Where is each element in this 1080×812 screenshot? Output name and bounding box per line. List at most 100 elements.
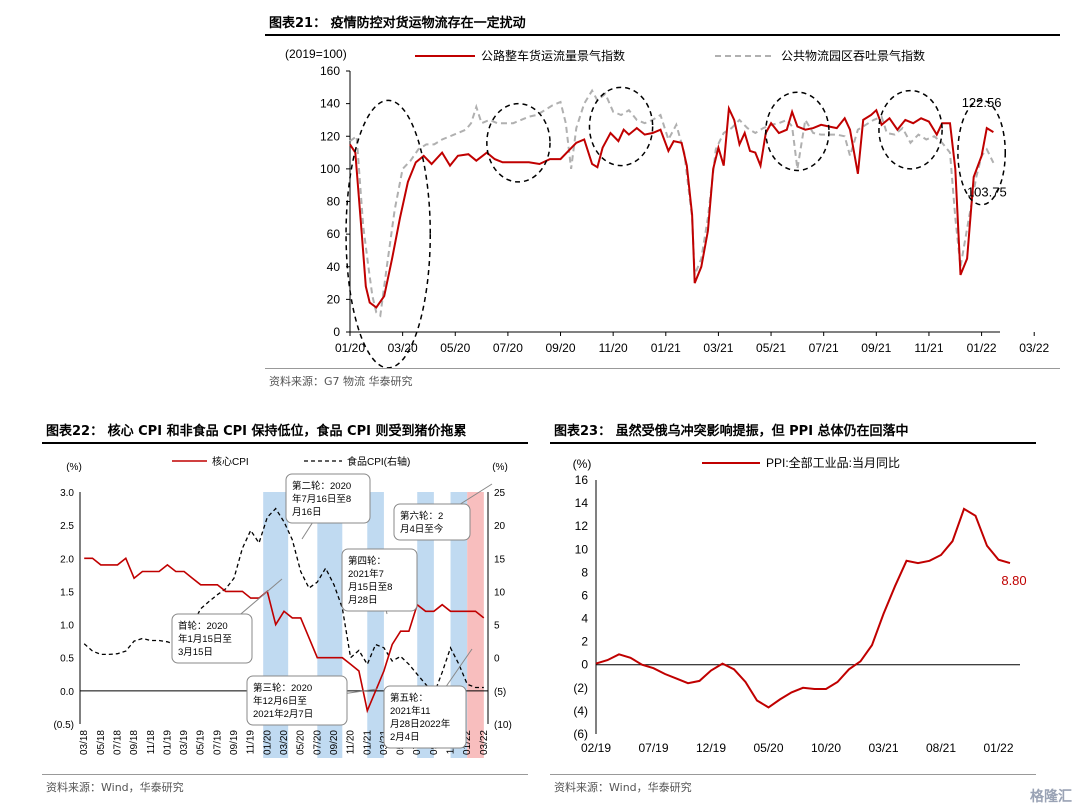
figure-23-title: 图表23： 虽然受俄乌冲突影响提振，但 PPI 总体仍在回落中 bbox=[554, 424, 909, 439]
callout-text: 月15日至8 bbox=[348, 582, 392, 593]
legend-label-road-freight: 公路整车货运流量景气指数 bbox=[481, 48, 625, 63]
legend-label-core-cpi: 核心CPI bbox=[212, 455, 249, 468]
x-tick-label: 05/20 bbox=[440, 341, 470, 355]
figure-21-title: 图表21： 疫情防控对货运物流存在一定扰动 bbox=[269, 16, 526, 31]
callout-text: 年12月6日至 bbox=[253, 695, 307, 707]
figure-22-title: 图表22： 核心 CPI 和非食品 CPI 保持低位，食品 CPI 则受到猪价拖… bbox=[46, 424, 467, 439]
x-tick-label: 07/18 bbox=[112, 730, 123, 755]
x-tick-label: 09/18 bbox=[129, 730, 140, 755]
y-tick-label-right: 25 bbox=[494, 488, 506, 499]
x-tick-label: 11/20 bbox=[599, 341, 628, 355]
figure-23: 图表23： 虽然受俄乌冲突影响提振，但 PPI 总体仍在回落中 (%) 16 14 1… bbox=[550, 408, 1040, 808]
x-tick-label: 01/22 bbox=[967, 341, 997, 355]
y-tick-label: 100 bbox=[320, 162, 340, 176]
figure-22-source: 资料来源：Wind，华泰研究 bbox=[46, 781, 184, 794]
y-tick-label: 10 bbox=[575, 542, 589, 556]
callout-text: 年7月16日至8 bbox=[292, 493, 351, 505]
y-tick-label: 6 bbox=[581, 588, 588, 602]
x-tick-label: 05/21 bbox=[756, 341, 786, 355]
series-line-food-cpi bbox=[83, 507, 484, 696]
lockdown-band bbox=[467, 492, 484, 758]
highlight-ellipse bbox=[878, 89, 943, 170]
figure-21-unit: (2019=100) bbox=[285, 47, 347, 61]
x-tick-label: 01/19 bbox=[162, 730, 173, 755]
y-tick-label: 60 bbox=[327, 227, 341, 241]
figure-23-rule-top bbox=[550, 442, 1036, 444]
y-tick-label-right: (10) bbox=[494, 720, 512, 731]
figure-21-rule-bottom bbox=[265, 368, 1060, 369]
legend-label-ppi: PPI:全部工业品:当月同比 bbox=[766, 455, 900, 470]
callout-box bbox=[383, 685, 467, 749]
y-tick-label-left: 3.0 bbox=[60, 488, 74, 499]
y-tick-label: 16 bbox=[575, 473, 589, 487]
x-tick-label: 10/20 bbox=[811, 741, 841, 755]
y-tick-label-right: (5) bbox=[494, 687, 506, 698]
figure-22: 图表22： 核心 CPI 和非食品 CPI 保持低位，食品 CPI 则受到猪价拖… bbox=[42, 408, 532, 808]
callout-text: 第三轮：2020 bbox=[253, 682, 312, 694]
callout-box bbox=[341, 548, 418, 612]
callout-text: 2021年7 bbox=[348, 568, 384, 580]
x-tick-label: 11/18 bbox=[146, 730, 157, 755]
y-tick-label: 120 bbox=[320, 129, 340, 143]
y-tick-label: 2 bbox=[581, 635, 588, 649]
callout-text: 第二轮：2020 bbox=[292, 480, 351, 492]
callout-text: 3月15日 bbox=[178, 647, 213, 658]
figure-21-source: 资料来源：G7 物流 华泰研究 bbox=[269, 375, 413, 388]
callout-box bbox=[285, 473, 371, 524]
callout-box bbox=[393, 503, 471, 541]
x-tick-label: 01/21 bbox=[362, 730, 373, 755]
y-tick-label-right: 20 bbox=[494, 521, 506, 532]
y-tick-label: 40 bbox=[327, 260, 341, 274]
callout-text: 第五轮： bbox=[390, 692, 428, 704]
callout-text: 第六轮：2 bbox=[400, 510, 443, 522]
x-tick-label: 01/20 bbox=[262, 730, 273, 755]
x-tick-label: 03/20 bbox=[279, 730, 290, 755]
y-tick-label: 0 bbox=[581, 658, 588, 672]
x-tick-label: 05/20 bbox=[296, 730, 307, 755]
x-tick-label: 02/19 bbox=[581, 741, 611, 755]
legend-label-food-cpi: 食品CPI(右轴) bbox=[347, 455, 410, 468]
y-tick-label-right: 10 bbox=[494, 587, 506, 598]
annotation-last-logistics-park: 103.75 bbox=[967, 185, 1007, 200]
highlight-ellipse bbox=[345, 99, 432, 369]
callout-text: 月4日至今 bbox=[400, 523, 444, 535]
y-tick-label: 0 bbox=[333, 325, 340, 339]
x-tick-label: 03/18 bbox=[79, 730, 90, 755]
x-tick-label: 07/20 bbox=[493, 341, 523, 355]
figure-21-rule-top bbox=[265, 34, 1060, 36]
callout-text: 2021年11 bbox=[390, 705, 431, 717]
y-tick-label-left: 2.5 bbox=[60, 521, 74, 532]
callout-text: 年1月15日至 bbox=[178, 633, 232, 645]
x-tick-label: 08/21 bbox=[926, 741, 956, 755]
x-tick-label: 05/20 bbox=[753, 741, 783, 755]
x-tick-label: 09/20 bbox=[329, 730, 340, 755]
x-tick-label: 11/19 bbox=[246, 730, 257, 755]
y-tick-label: (4) bbox=[573, 704, 588, 718]
y-tick-label: 12 bbox=[575, 519, 589, 533]
y-tick-label-right: 15 bbox=[494, 554, 506, 565]
x-tick-label: 09/21 bbox=[861, 341, 891, 355]
callout-box bbox=[246, 675, 348, 726]
y-tick-label-left: (0.5) bbox=[53, 720, 74, 731]
y-tick-label: 8 bbox=[581, 565, 588, 579]
x-tick-label: 05/19 bbox=[196, 730, 207, 755]
x-tick-label: 01/20 bbox=[335, 341, 365, 355]
y-tick-label: 160 bbox=[320, 64, 340, 78]
y-tick-label: (6) bbox=[573, 727, 588, 741]
y-tick-label: (2) bbox=[573, 681, 588, 695]
y-tick-label: 140 bbox=[320, 97, 340, 111]
x-tick-label: 05/18 bbox=[96, 730, 107, 755]
callout-box bbox=[171, 613, 253, 664]
x-tick-label: 07/19 bbox=[638, 741, 668, 755]
figure-22-rule-bottom bbox=[42, 774, 528, 775]
series-line-logistics-park bbox=[349, 88, 995, 318]
x-tick-label: 07/19 bbox=[212, 730, 223, 755]
annotation-last-road-freight: 122.56 bbox=[962, 95, 1002, 110]
series-line-ppi bbox=[595, 507, 1011, 709]
callout-text: 第四轮： bbox=[348, 555, 386, 567]
x-tick-label: 09/19 bbox=[229, 730, 240, 755]
x-tick-label: 01/21 bbox=[651, 341, 681, 355]
figure-22-chart: (%) (%) 3.0 2.5 2.0 1.5 1.0 0.5 0.0 (0.5) 25 20 15 10… bbox=[53, 455, 512, 758]
y-tick-label: 20 bbox=[327, 292, 341, 306]
y-tick-label-right: 5 bbox=[494, 621, 500, 632]
